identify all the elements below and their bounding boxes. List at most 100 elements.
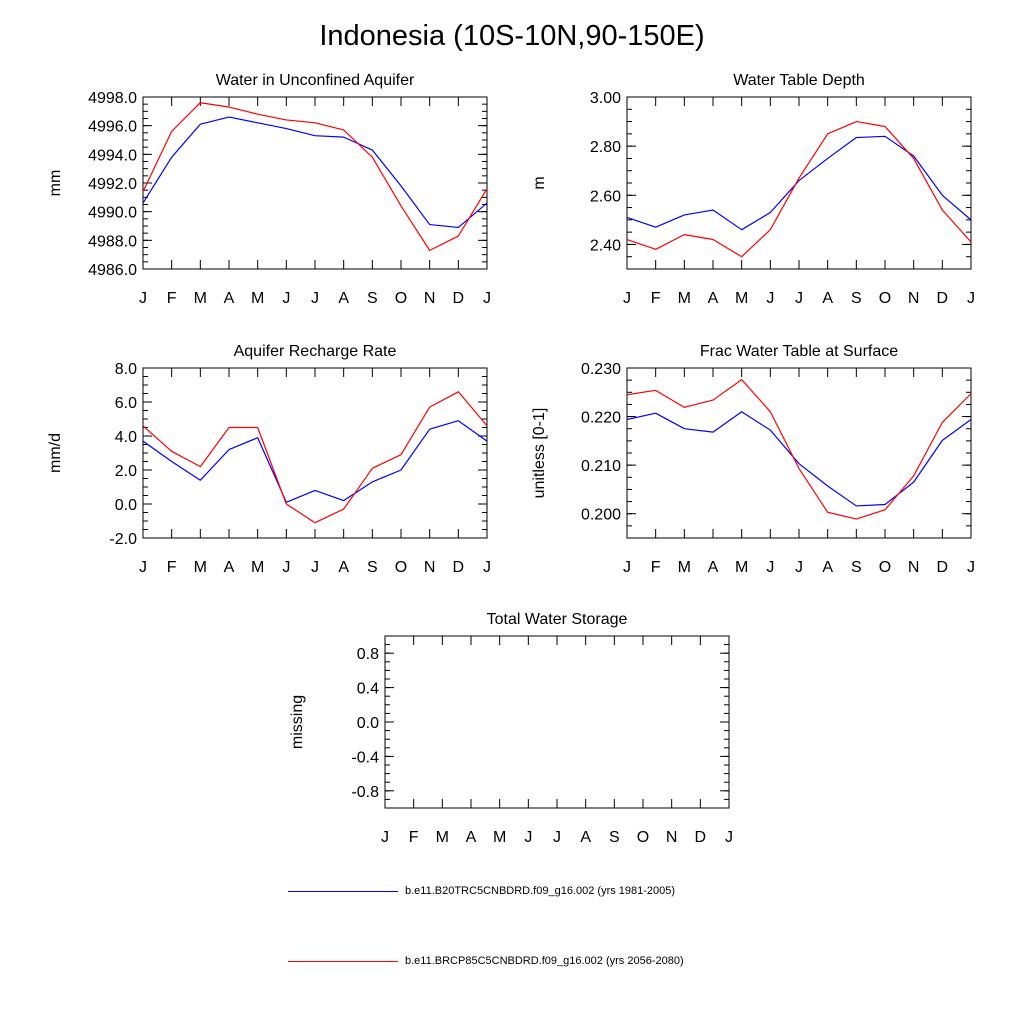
x-tick-label: M bbox=[251, 559, 264, 576]
series-line-blue bbox=[626, 135, 972, 231]
x-tick-label: S bbox=[851, 290, 862, 307]
x-tick-label: N bbox=[908, 290, 920, 307]
x-tick-label: M bbox=[194, 559, 207, 576]
x-tick-label: J bbox=[311, 290, 319, 307]
chart-title: Water in Unconfined Aquifer bbox=[216, 72, 415, 89]
x-tick-label: O bbox=[395, 559, 407, 576]
y-tick-label: 3.00 bbox=[590, 90, 621, 107]
y-tick-label: 4990.0 bbox=[88, 205, 137, 222]
x-tick-label: N bbox=[424, 290, 436, 307]
x-tick-label: J bbox=[766, 559, 774, 576]
chart-aquifer-recharge-rate: J F M A M J J A S O N D J-2.00.02.04.06.08.0Aquifer … bbox=[47, 343, 491, 576]
chart-title: Frac Water Table at Surface bbox=[700, 343, 898, 360]
y-tick-label: 4994.0 bbox=[88, 147, 137, 164]
x-tick-label: A bbox=[822, 290, 833, 307]
x-tick-label: N bbox=[424, 559, 436, 576]
x-tick-label: A bbox=[822, 559, 833, 576]
plot-frame bbox=[626, 96, 972, 270]
y-tick-label: 4.0 bbox=[115, 429, 137, 446]
x-tick-label: J bbox=[623, 559, 631, 576]
series-line-red bbox=[626, 379, 972, 520]
legend-line-red bbox=[288, 961, 398, 962]
y-axis-label: unitless [0-1] bbox=[531, 408, 548, 499]
legend-label: b.e11.B20TRC5CNBDRD.f09_g16.002 (yrs 198… bbox=[405, 885, 676, 897]
y-tick-label: 0.230 bbox=[581, 361, 621, 378]
x-tick-label: A bbox=[580, 829, 591, 846]
x-tick-label: O bbox=[395, 290, 407, 307]
x-tick-label: O bbox=[637, 829, 649, 846]
y-axis-label: mm bbox=[47, 170, 64, 197]
x-tick-label: M bbox=[678, 559, 691, 576]
y-tick-label: 4998.0 bbox=[88, 90, 137, 107]
legend-label: b.e11.BRCP85C5CNBDRD.f09_g16.002 (yrs 20… bbox=[405, 955, 684, 967]
plot-frame bbox=[626, 367, 972, 539]
y-tick-label: 2.40 bbox=[590, 237, 621, 254]
x-tick-label: S bbox=[609, 829, 620, 846]
x-tick-label: J bbox=[139, 290, 147, 307]
y-tick-label: 2.80 bbox=[590, 139, 621, 156]
x-tick-label: S bbox=[367, 290, 378, 307]
y-tick-label: 0.0 bbox=[115, 497, 137, 514]
x-tick-label: M bbox=[678, 290, 691, 307]
x-tick-label: A bbox=[224, 559, 235, 576]
legend-line-blue bbox=[288, 891, 398, 892]
y-tick-label: 6.0 bbox=[115, 395, 137, 412]
x-tick-label: N bbox=[666, 829, 678, 846]
y-tick-label: 4988.0 bbox=[88, 233, 137, 250]
x-tick-label: J bbox=[766, 290, 774, 307]
x-tick-label: J bbox=[381, 829, 389, 846]
y-tick-label: 2.60 bbox=[590, 188, 621, 205]
series-line-blue bbox=[626, 411, 972, 507]
y-tick-label: -0.4 bbox=[351, 749, 379, 766]
chart-title: Aquifer Recharge Rate bbox=[234, 343, 397, 360]
x-tick-label: O bbox=[879, 290, 891, 307]
legend-entry-future: b.e11.BRCP85C5CNBDRD.f09_g16.002 (yrs 20… bbox=[288, 952, 988, 972]
x-tick-label: D bbox=[937, 559, 949, 576]
chart-water-in-unconfined-aquifer: J F M A M J J A S O N D J4986.04988.04990.04992.0499… bbox=[47, 72, 491, 307]
x-tick-label: M bbox=[735, 559, 748, 576]
x-tick-label: J bbox=[282, 559, 290, 576]
x-tick-label: A bbox=[338, 290, 349, 307]
x-tick-label: D bbox=[937, 290, 949, 307]
x-tick-label: N bbox=[908, 559, 920, 576]
x-tick-label: F bbox=[167, 290, 177, 307]
plot-frame bbox=[384, 635, 730, 809]
x-tick-label: J bbox=[524, 829, 532, 846]
x-tick-label: F bbox=[651, 559, 661, 576]
x-tick-label: A bbox=[466, 829, 477, 846]
x-tick-label: M bbox=[251, 290, 264, 307]
x-tick-label: M bbox=[194, 290, 207, 307]
y-axis-label: m bbox=[531, 176, 548, 189]
y-tick-label: 0.220 bbox=[581, 410, 621, 427]
x-tick-label: D bbox=[453, 290, 465, 307]
y-tick-label: 4996.0 bbox=[88, 119, 137, 136]
x-tick-label: J bbox=[483, 290, 491, 307]
x-tick-label: A bbox=[708, 559, 719, 576]
x-tick-label: J bbox=[311, 559, 319, 576]
x-tick-label: S bbox=[367, 559, 378, 576]
figure-title: Indonesia (10S-10N,90-150E) bbox=[319, 20, 705, 52]
x-tick-label: O bbox=[879, 559, 891, 576]
chart-title: Water Table Depth bbox=[733, 72, 865, 89]
x-tick-label: M bbox=[436, 829, 449, 846]
x-tick-label: J bbox=[623, 290, 631, 307]
series-line-red bbox=[142, 102, 488, 251]
x-tick-label: J bbox=[967, 290, 975, 307]
y-tick-label: 4992.0 bbox=[88, 176, 137, 193]
y-tick-label: 2.0 bbox=[115, 463, 137, 480]
series-line-red bbox=[142, 391, 488, 524]
y-axis-label: mm/d bbox=[47, 433, 64, 473]
y-tick-label: 4986.0 bbox=[88, 262, 137, 279]
x-tick-label: F bbox=[651, 290, 661, 307]
x-tick-label: A bbox=[708, 290, 719, 307]
x-tick-label: J bbox=[967, 559, 975, 576]
y-tick-label: -0.8 bbox=[351, 784, 379, 801]
y-axis-label: missing bbox=[289, 695, 306, 749]
x-tick-label: D bbox=[453, 559, 465, 576]
x-tick-label: S bbox=[851, 559, 862, 576]
x-tick-label: J bbox=[725, 829, 733, 846]
x-tick-label: J bbox=[282, 290, 290, 307]
